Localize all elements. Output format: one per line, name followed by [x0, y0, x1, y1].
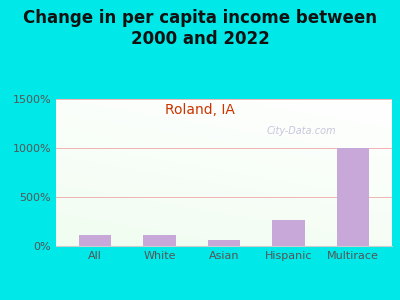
Bar — [79, 235, 111, 246]
Text: Roland, IA: Roland, IA — [165, 103, 235, 118]
Text: Change in per capita income between
2000 and 2022: Change in per capita income between 2000… — [23, 9, 377, 48]
Bar — [272, 220, 305, 246]
Text: City-Data.com: City-Data.com — [266, 126, 336, 136]
Bar — [337, 148, 369, 246]
Bar — [208, 240, 240, 246]
Bar — [143, 235, 176, 246]
